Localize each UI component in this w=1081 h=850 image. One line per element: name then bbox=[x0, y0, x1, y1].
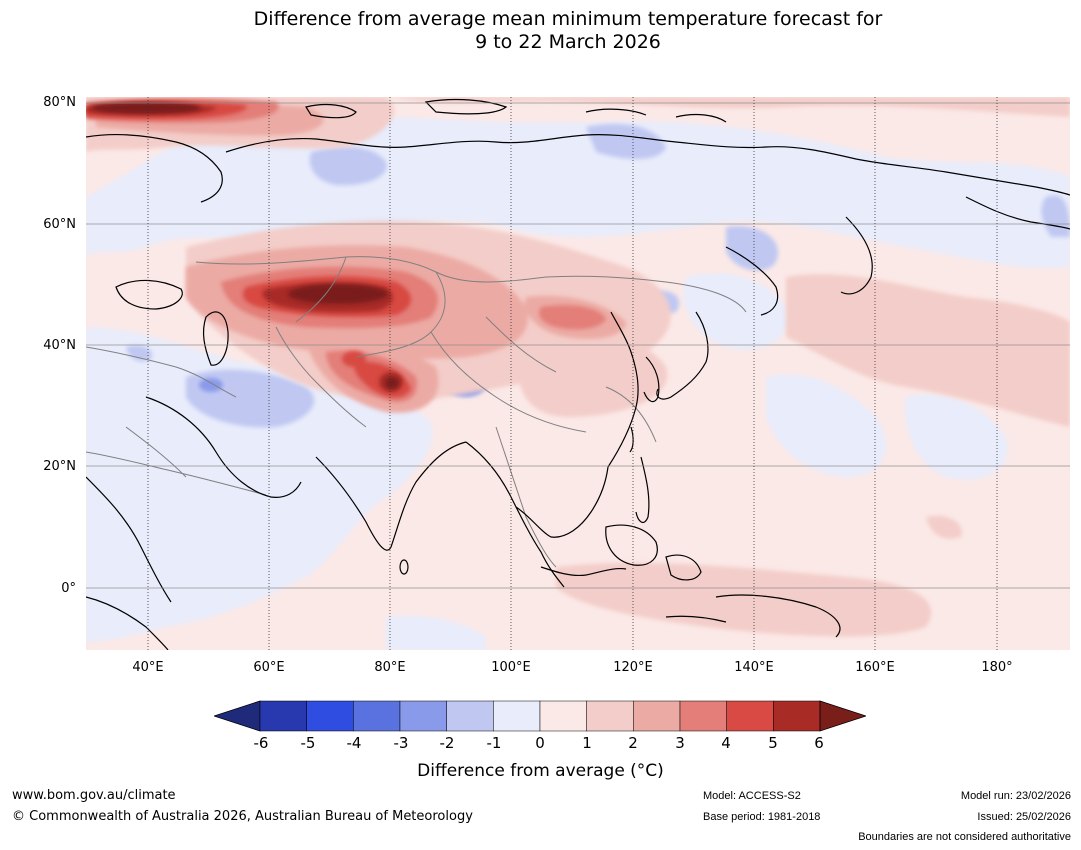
colorbar-tick: 0 bbox=[535, 734, 545, 752]
colorbar-segment bbox=[493, 700, 541, 732]
lon-label-160e: 160°E bbox=[855, 660, 895, 675]
colorbar-segment bbox=[633, 700, 681, 732]
lon-label-80e: 80°E bbox=[374, 660, 406, 675]
colorbar-tick: 1 bbox=[582, 734, 592, 752]
colorbar-segment bbox=[726, 700, 774, 732]
colorbar-segment bbox=[679, 700, 727, 732]
map-svg bbox=[86, 97, 1070, 650]
colorbar-tick: -1 bbox=[486, 734, 502, 752]
colorbar-extend-high bbox=[819, 700, 868, 732]
issued-text: Issued: 25/02/2026 bbox=[977, 811, 1071, 823]
colorbar-segment bbox=[399, 700, 447, 732]
disclaimer-text: Boundaries are not considered authoritat… bbox=[858, 831, 1071, 843]
title-line-1: Difference from average mean minimum tem… bbox=[253, 8, 883, 30]
colorbar-segment bbox=[353, 700, 401, 732]
colorbar-extend-low bbox=[212, 700, 261, 732]
colorbar-segment bbox=[773, 700, 821, 732]
graticule-parallels bbox=[86, 102, 1070, 589]
colorbar-segment bbox=[306, 700, 354, 732]
title-line-2: 9 to 22 March 2026 bbox=[475, 31, 661, 53]
colorbar-tick: 2 bbox=[628, 734, 638, 752]
colorbar-label: Difference from average (°C) bbox=[417, 761, 664, 781]
colorbar-tick: -4 bbox=[346, 734, 362, 752]
lon-label-120e: 120°E bbox=[613, 660, 653, 675]
colorbar-tick: 4 bbox=[721, 734, 731, 752]
lon-label-180: 180° bbox=[981, 660, 1013, 675]
lon-label-100e: 100°E bbox=[491, 660, 531, 675]
country-boundaries bbox=[86, 256, 747, 568]
colorbar-segment bbox=[539, 700, 587, 732]
lat-label-0: 0° bbox=[61, 581, 76, 596]
base-period-text: Base period: 1981-2018 bbox=[703, 811, 821, 823]
anomaly-positive-max bbox=[91, 102, 399, 389]
map-title: Difference from average mean minimum tem… bbox=[0, 8, 1081, 54]
colorbar-segment bbox=[586, 700, 634, 732]
coastlines bbox=[86, 98, 1070, 650]
colorbar-segment bbox=[259, 700, 307, 732]
forecast-map[interactable] bbox=[86, 97, 1070, 650]
colorbar-tick: 3 bbox=[675, 734, 685, 752]
copyright-text: © Commonwealth of Australia 2026, Austra… bbox=[12, 809, 473, 824]
colorbar-tick: 6 bbox=[814, 734, 824, 752]
lat-label-60n: 60°N bbox=[43, 217, 76, 232]
colorbar-tick: -6 bbox=[253, 734, 269, 752]
model-run-text: Model run: 23/02/2026 bbox=[960, 790, 1071, 802]
lat-label-80n: 80°N bbox=[43, 95, 76, 110]
lon-label-40e: 40°E bbox=[132, 660, 164, 675]
lat-label-20n: 20°N bbox=[43, 459, 76, 474]
colorbar-tick: 5 bbox=[768, 734, 778, 752]
colorbar bbox=[212, 700, 868, 733]
model-text: Model: ACCESS-S2 bbox=[703, 790, 801, 802]
colorbar-tick: -5 bbox=[300, 734, 316, 752]
lat-label-40n: 40°N bbox=[43, 338, 76, 353]
lon-label-60e: 60°E bbox=[253, 660, 285, 675]
colorbar-svg bbox=[212, 700, 868, 732]
graticule-meridians bbox=[147, 97, 998, 650]
colorbar-segment bbox=[446, 700, 494, 732]
lon-label-140e: 140°E bbox=[734, 660, 774, 675]
colorbar-tick: -2 bbox=[439, 734, 455, 752]
colorbar-tick: -3 bbox=[393, 734, 409, 752]
website-link[interactable]: www.bom.gov.au/climate bbox=[12, 788, 176, 803]
